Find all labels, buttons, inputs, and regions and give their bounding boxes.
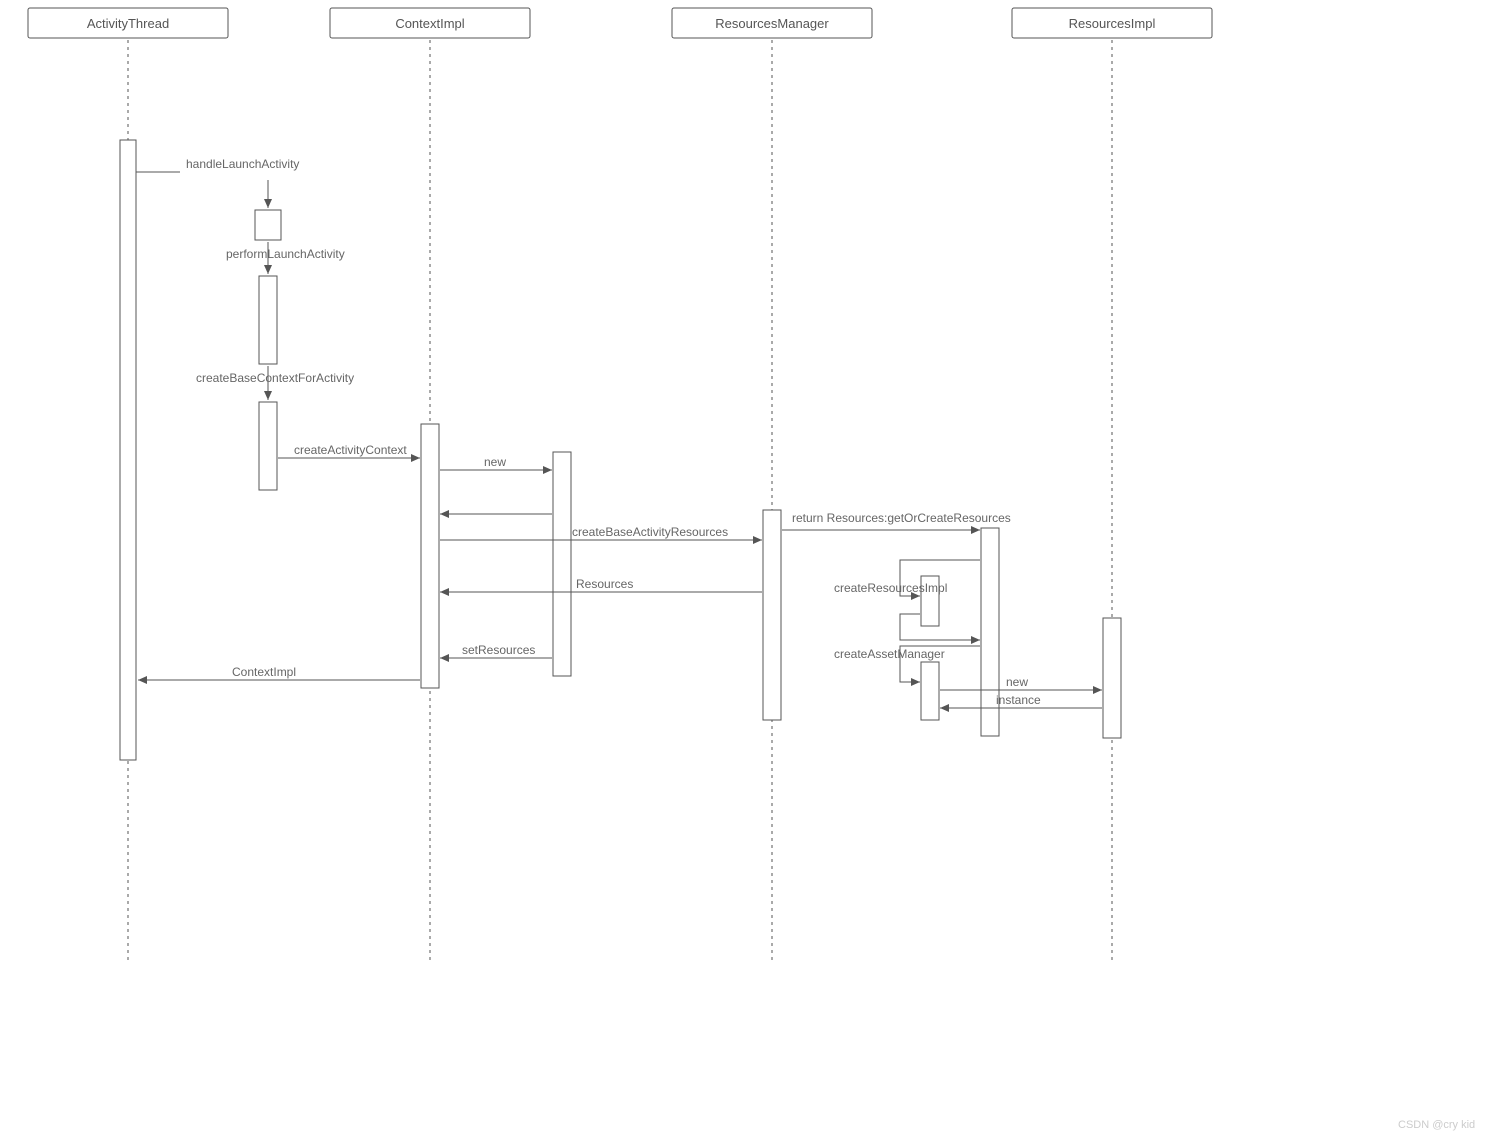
arrowhead (440, 588, 449, 596)
participant-label-ri: ResourcesImpl (1069, 16, 1156, 31)
arrowhead (138, 676, 147, 684)
activation-1 (255, 210, 281, 240)
arrow-label-17: new (1006, 675, 1028, 689)
arrowhead (264, 391, 272, 400)
arrowhead (411, 454, 420, 462)
arrowhead (264, 265, 272, 274)
text-5: createBaseContextForActivity (196, 371, 354, 385)
text-3: performLaunchActivity (226, 247, 345, 261)
activation-0 (120, 140, 136, 760)
activation-8 (921, 662, 939, 720)
arrowhead (264, 199, 272, 208)
participant-label-ci: ContextImpl (395, 16, 464, 31)
arrow-label-13: ContextImpl (232, 665, 296, 679)
watermark: CSDN @cry kid (1398, 1119, 1475, 1131)
arrow-label-18: instance (996, 693, 1041, 707)
arrowhead (971, 636, 980, 644)
activation-4 (421, 424, 439, 688)
arrow-label-14: createResourcesImpl (834, 581, 947, 595)
activation-3 (259, 402, 277, 490)
arrowhead (543, 466, 552, 474)
arrowhead (440, 654, 449, 662)
sequence-diagram: ActivityThread ContextImpl ResourcesManage… (0, 0, 1489, 1146)
arrow-label-9: createBaseActivityResources (572, 525, 728, 539)
arrowhead (1093, 686, 1102, 694)
arrow-label-6: createActivityContext (294, 443, 407, 457)
participant-label-rm: ResourcesManager (715, 16, 829, 31)
activation-10 (1103, 618, 1121, 738)
activation-2 (259, 276, 277, 364)
arrow-label-11: Resources (576, 577, 633, 591)
arrow-label-7: new (484, 455, 506, 469)
arrowhead (911, 678, 920, 686)
activation-5 (553, 452, 571, 676)
arrowhead (971, 526, 980, 534)
activation-6 (763, 510, 781, 720)
arrow-label-12: setResources (462, 643, 535, 657)
arrow-15 (900, 614, 980, 640)
arrowhead (440, 510, 449, 518)
arrow-label-16: createAssetManager (834, 647, 945, 661)
arrowhead (753, 536, 762, 544)
arrowhead (940, 704, 949, 712)
arrow-label-10: return Resources:getOrCreateResources (792, 511, 1011, 525)
arrow-label-0: handleLaunchActivity (186, 157, 299, 171)
participant-label-at: ActivityThread (87, 16, 169, 31)
